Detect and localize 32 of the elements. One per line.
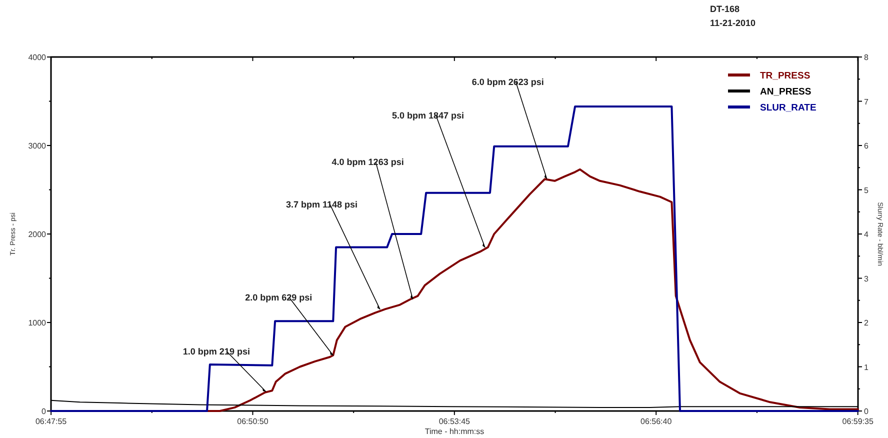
- y2-tick-label: 4: [864, 230, 869, 239]
- annotation: 1.0 bpm 219 psi: [182, 346, 250, 357]
- y2-tick-label: 8: [864, 53, 869, 62]
- y2-tick-label: 2: [864, 318, 869, 328]
- annotation: 5.0 bpm 1847 psi: [392, 110, 464, 121]
- chart-title: DT-168: [710, 4, 740, 14]
- x-tick-label: 06:53:45: [438, 417, 471, 426]
- y-tick-label: 0: [42, 407, 47, 416]
- legend-label: TR_PRESS: [760, 70, 810, 82]
- legend-label: AN_PRESS: [760, 86, 812, 98]
- x-tick-label: 06:56:40: [640, 417, 672, 426]
- y-tick-label: 4000: [28, 53, 47, 62]
- x-tick-label: 06:59:35: [842, 417, 874, 426]
- y2-tick-label: 7: [864, 97, 869, 106]
- x-tick-label: 06:47:55: [35, 417, 68, 426]
- y2-tick-label: 1: [864, 362, 869, 372]
- line-series: [50, 106, 859, 412]
- y2-tick-label: 6: [864, 142, 869, 150]
- chart-subtitle: 11-21-2010: [710, 18, 756, 28]
- y-tick-label: 3000: [28, 142, 47, 150]
- annotation: 2.0 bpm 629 psi: [245, 292, 312, 302]
- annotation: 3.7 bpm 1148 psi: [286, 199, 358, 210]
- y-tick-label: 1000: [28, 318, 47, 328]
- x-axis-title: Time - hh:mm:ss: [424, 427, 484, 436]
- annotation: 6.0 bpm 2623 psi: [472, 76, 544, 87]
- annotation: 4.0 bpm 1263 psi: [332, 157, 404, 168]
- legend-label: SLUR_RATE: [760, 102, 816, 114]
- y2-tick-label: 0: [864, 407, 869, 416]
- y2-tick-label: 3: [864, 274, 869, 284]
- y2-tick-label: 5: [864, 186, 869, 195]
- y-tick-label: 2000: [28, 230, 47, 239]
- x-tick-label: 06:50:50: [237, 417, 269, 426]
